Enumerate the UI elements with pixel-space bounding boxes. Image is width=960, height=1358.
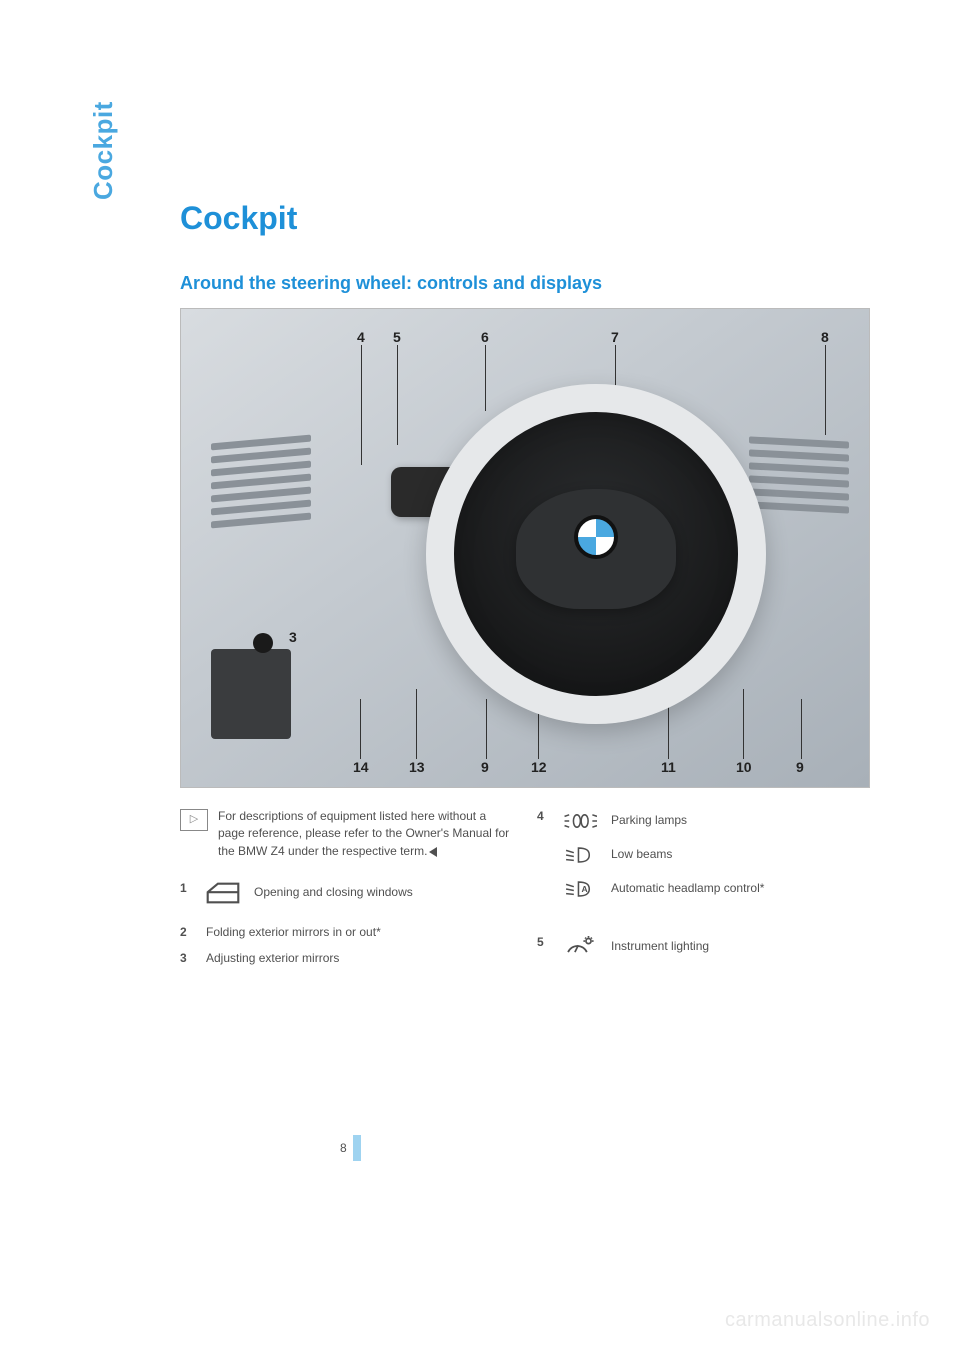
right-column: 4 Parking lamps Low beams: [537, 808, 870, 975]
page-title: Cockpit: [180, 200, 870, 237]
svg-text:A: A: [582, 884, 588, 894]
bmw-logo-icon: [574, 515, 618, 559]
section-heading: Around the steering wheel: controls and …: [180, 273, 870, 294]
callout: 7: [611, 329, 619, 345]
description-columns: ▷ For descriptions of equipment listed h…: [180, 808, 870, 975]
item-number: 4: [537, 808, 549, 825]
page-content: Cockpit Around the steering wheel: contr…: [180, 200, 870, 975]
note-triangle-icon: ▷: [180, 809, 208, 831]
cockpit-diagram: 4 5 6 7 8 2 1 3 14 13 9 12 11 10 9: [180, 308, 870, 788]
callout: 14: [353, 759, 369, 775]
note-text: For descriptions of equipment listed her…: [218, 808, 513, 860]
callout: 9: [481, 759, 489, 775]
item-number: 1: [180, 880, 192, 897]
page-footer: 8: [340, 1135, 361, 1161]
list-item: 3 Adjusting exterior mirrors: [180, 950, 513, 967]
parking-lamps-icon: [563, 808, 597, 834]
list-group: 4 Parking lamps Low beams: [537, 808, 870, 910]
callout: 4: [357, 329, 365, 345]
list-group: 5 Instrument lighting: [537, 934, 870, 968]
item-text: Low beams: [611, 846, 870, 863]
page-indicator-icon: [353, 1135, 361, 1161]
item-number: 3: [180, 950, 192, 967]
list-item: 1 Opening and closing windows: [180, 880, 513, 906]
callout: 13: [409, 759, 425, 775]
left-column: ▷ For descriptions of equipment listed h…: [180, 808, 513, 975]
item-number: 2: [180, 924, 192, 941]
info-note: ▷ For descriptions of equipment listed h…: [180, 808, 513, 860]
side-tab-label: Cockpit: [88, 101, 119, 200]
auto-headlamp-icon: A: [563, 876, 597, 902]
window-icon: [206, 880, 240, 906]
callout: 6: [481, 329, 489, 345]
callout: 9: [796, 759, 804, 775]
callout: 8: [821, 329, 829, 345]
list-item: A Automatic headlamp control*: [563, 876, 870, 902]
item-text: Folding exterior mirrors in or out*: [206, 924, 513, 941]
list-item: 2 Folding exterior mirrors in or out*: [180, 924, 513, 941]
page-number: 8: [340, 1141, 347, 1155]
end-marker-icon: [429, 847, 437, 857]
item-text: Parking lamps: [611, 812, 870, 829]
item-text: Adjusting exterior mirrors: [206, 950, 513, 967]
list-item: Parking lamps: [563, 808, 870, 834]
list-item: Low beams: [563, 842, 870, 868]
vent-illustration: [211, 435, 311, 554]
callout: 3: [289, 629, 297, 645]
watermark: carmanualsonline.info: [725, 1309, 930, 1332]
callout: 11: [661, 759, 676, 775]
callout: 5: [393, 329, 401, 345]
low-beams-icon: [563, 842, 597, 868]
item-text: Automatic headlamp control*: [611, 880, 870, 897]
callout: 10: [736, 759, 752, 775]
list-item: Instrument lighting: [563, 934, 870, 960]
instrument-lighting-icon: [563, 934, 597, 960]
door-control-illustration: [211, 649, 291, 739]
item-text: Opening and closing windows: [254, 884, 513, 901]
item-number: 5: [537, 934, 549, 951]
item-text: Instrument lighting: [611, 938, 870, 955]
callout: 12: [531, 759, 547, 775]
